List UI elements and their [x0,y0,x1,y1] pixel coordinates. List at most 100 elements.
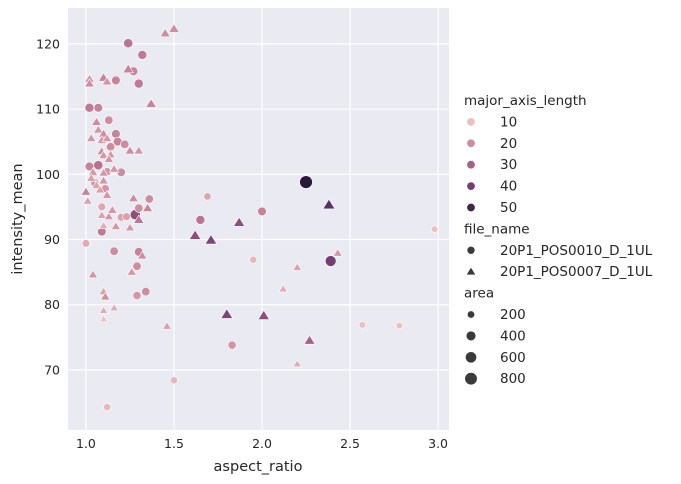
data-point [133,145,145,155]
data-point [132,291,142,300]
legend-style-marker [465,266,477,276]
data-point [195,215,206,225]
legend-hue-marker [466,117,476,127]
data-point [292,359,302,368]
data-point [122,212,131,221]
legend-size-marker [466,310,476,319]
data-point [188,229,202,240]
y-tick-labels: 70 80 90 100 110 120 [36,36,60,377]
data-point [98,221,109,230]
data-point [86,173,97,182]
data-point [103,154,115,163]
legend-hue-marker [466,138,476,148]
data-point [101,133,113,142]
legend-size-marker [465,351,477,364]
data-point [141,287,151,297]
legend-hue-marker [466,203,476,213]
data-point [100,291,111,301]
data-point [133,214,145,224]
data-point [101,76,113,86]
data-point [136,250,148,260]
data-point [85,133,97,142]
data-point [111,129,121,139]
data-point [303,334,316,345]
data-point [220,308,234,319]
data-point [132,261,142,271]
data-point [128,193,139,202]
data-point [101,190,113,199]
legend-label: 600 [500,350,526,366]
data-point [257,309,271,320]
data-point [332,248,343,257]
data-point [98,150,109,159]
data-point [108,164,120,173]
legend-label: 200 [500,307,526,323]
legend-size-marker [465,330,477,342]
legend-style-marker [466,246,476,255]
data-point [144,194,154,204]
legend: major_axis_length 10 20 30 40 50 file_name 20P1… [464,93,653,387]
legend-label: 20P1_POS0007_D_1UL [500,264,653,280]
data-point [124,145,136,155]
data-point [395,321,404,330]
data-point [123,38,134,49]
data-point [278,284,288,293]
data-point [82,196,93,205]
data-point [94,184,106,194]
data-point [109,246,119,256]
plot-background [68,8,449,430]
data-point [292,262,303,271]
data-point [299,175,313,189]
x-tick-label: 1.5 [164,436,184,451]
data-point [204,233,218,245]
y-tick-label: 90 [44,232,60,247]
data-point [134,203,144,213]
data-point [257,206,267,217]
data-point [98,314,109,323]
data-point [122,63,135,74]
data-point [80,186,92,196]
data-point [124,222,136,232]
y-tick-label: 110 [36,102,60,117]
data-point [103,403,111,411]
legend-label: 10 [500,114,517,130]
data-point [430,225,439,233]
data-point [107,205,118,214]
data-point [98,175,109,185]
legend-hue-marker [466,181,476,191]
data-point [96,210,107,219]
x-tick-labels: 1.0 1.5 2.0 2.5 3.0 [76,436,448,451]
legend-title: file_name [464,221,530,237]
data-point [170,376,178,385]
x-axis-label: aspect_ratio [214,459,303,475]
data-point [137,50,148,60]
y-tick-label: 100 [36,167,60,182]
data-point [92,124,104,134]
data-point [93,103,103,113]
x-tick-label: 2.5 [340,436,360,451]
data-point [161,321,172,330]
data-point [249,255,258,264]
data-point [203,192,212,201]
data-point [81,239,91,248]
data-point [97,202,106,212]
data-point [87,167,99,176]
legend-label: 50 [500,200,517,216]
legend-label: 30 [500,157,517,173]
legend-title: area [464,286,494,302]
data-point [87,269,99,279]
x-tick-label: 3.0 [428,436,448,451]
data-point [109,303,119,312]
data-point [84,78,95,88]
data-point [91,116,102,126]
legend-label: 400 [500,328,526,344]
legend-hue-marker [466,160,476,170]
legend-size-marker [464,372,478,386]
data-point [159,27,171,38]
data-point [98,305,109,314]
data-point [93,160,104,171]
y-axis-label: intensity_mean [10,163,26,274]
y-tick-label: 120 [36,36,60,51]
data-point [126,267,137,276]
